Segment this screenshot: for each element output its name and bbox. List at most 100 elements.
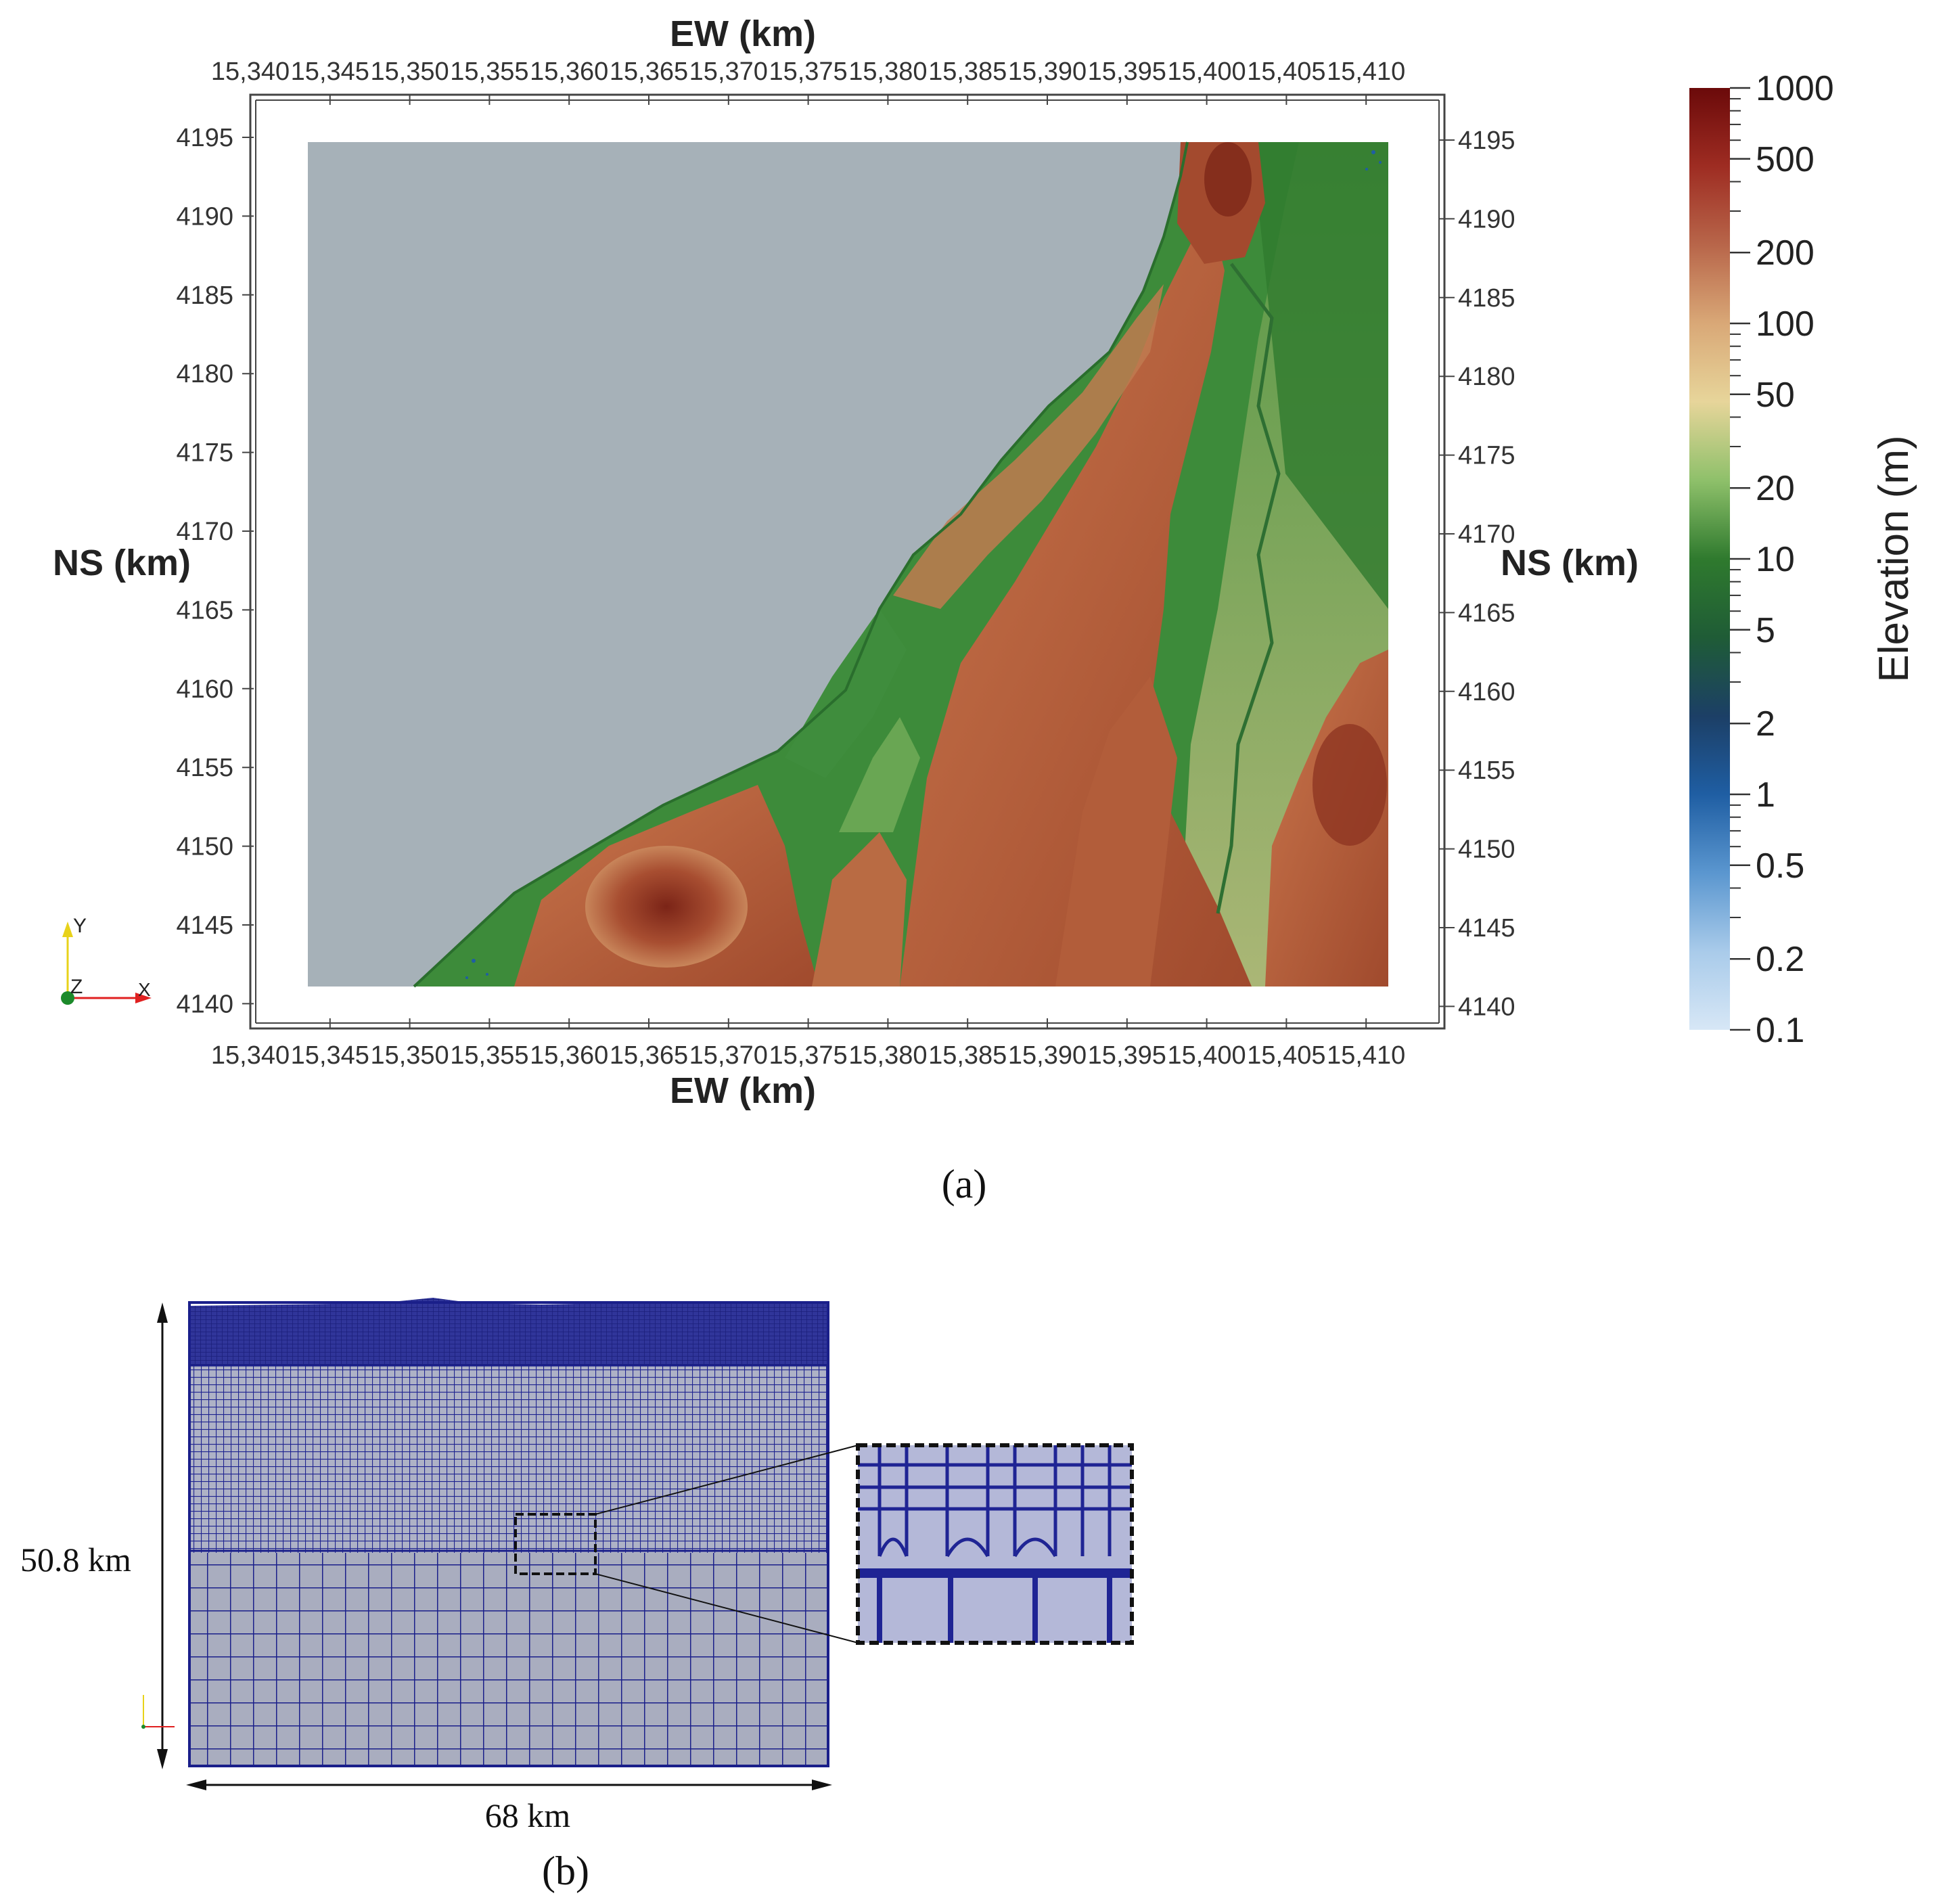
y-ticks-right: 4195 4190 4185 4180 4175 4170 4165 4160 4155 4150… xyxy=(1439,127,1515,1021)
x-tick-label: 15,385 xyxy=(928,58,1007,86)
colorbar-label: 0.2 xyxy=(1756,940,1804,979)
colorbar-label: 100 xyxy=(1756,304,1815,344)
x-tick-label: 15,370 xyxy=(689,1041,768,1070)
colorbar-ticks: 1000 500 200 100 50 20 10 5 2 1 0.5 0.2 0.1 xyxy=(1730,69,1834,1050)
x-tick-label: 15,375 xyxy=(769,1041,847,1070)
y-tick-label: 4185 xyxy=(176,281,233,310)
colorbar-label: 5 xyxy=(1756,611,1775,650)
x-tick-label: 15,365 xyxy=(610,1041,688,1070)
x-tick-label: 15,380 xyxy=(848,1041,927,1070)
colorbar-label: 20 xyxy=(1756,469,1795,508)
x-tick-label: 15,390 xyxy=(1008,1041,1087,1070)
y-tick-label: 4195 xyxy=(176,124,233,152)
zoom-region-marker xyxy=(514,1513,597,1575)
colorbar-label: 10 xyxy=(1756,540,1795,579)
panel-b-caption: (b) xyxy=(542,1849,589,1893)
axis-label-z: Z xyxy=(70,976,83,998)
x-tick-label: 15,360 xyxy=(530,1041,608,1070)
x-ticks-top: 15,340 15,345 15,350 15,355 15,360 15,365 15,3… xyxy=(211,58,1405,105)
y-tick-label: 4165 xyxy=(1458,599,1515,627)
x-tick-label: 15,355 xyxy=(450,58,528,86)
colorbar-label: 1 xyxy=(1756,775,1775,815)
x-tick-label: 15,375 xyxy=(769,58,847,86)
x-tick-label: 15,400 xyxy=(1167,58,1246,86)
x-tick-label: 15,360 xyxy=(530,58,608,86)
width-dimension: 68 km xyxy=(186,1780,832,1834)
mesh-orientation-axes xyxy=(141,1695,175,1729)
axis-title-bottom: EW (km) xyxy=(670,1070,816,1111)
x-tick-label: 15,410 xyxy=(1327,58,1405,86)
map-frame xyxy=(249,93,1446,1030)
x-tick-label: 15,380 xyxy=(848,58,927,86)
mesh-inset xyxy=(856,1443,1134,1645)
x-tick-label: 15,405 xyxy=(1247,1041,1325,1070)
x-tick-label: 15,390 xyxy=(1008,58,1087,86)
x-tick-label: 15,395 xyxy=(1088,58,1166,86)
y-tick-label: 4170 xyxy=(176,518,233,546)
orientation-axes: Y Z X xyxy=(61,915,152,1005)
x-tick-label: 15,355 xyxy=(450,1041,528,1070)
y-tick-label: 4190 xyxy=(1458,205,1515,233)
colorbar-label: 0.5 xyxy=(1756,846,1804,886)
y-ticks-left: 4195 4190 4185 4180 4175 4170 4165 4160 4155 4150… xyxy=(176,124,254,1018)
x-ticks-bottom: 15,340 15,345 15,350 15,355 15,360 15,365 15,3… xyxy=(211,1018,1405,1070)
y-tick-label: 4155 xyxy=(176,754,233,782)
y-tick-label: 4150 xyxy=(176,833,233,861)
y-tick-label: 4175 xyxy=(176,439,233,468)
elevation-map xyxy=(308,141,1388,988)
axis-label-x: X xyxy=(138,979,151,1000)
width-label: 68 km xyxy=(485,1796,571,1834)
river xyxy=(1216,263,1281,914)
y-tick-label: 4175 xyxy=(1458,442,1515,470)
panel-a: 15,340 15,345 15,350 15,355 15,360 15,365 15,3… xyxy=(53,14,1917,1206)
y-tick-label: 4195 xyxy=(1458,127,1515,155)
x-tick-label: 15,405 xyxy=(1247,58,1325,86)
x-tick-label: 15,395 xyxy=(1088,1041,1166,1070)
coarse-mesh xyxy=(189,1549,828,1766)
y-tick-label: 4145 xyxy=(176,911,233,940)
colorbar-label: 0.1 xyxy=(1756,1011,1804,1050)
colorbar-label: 1000 xyxy=(1756,69,1834,108)
axis-title-right: NS (km) xyxy=(1501,543,1639,583)
y-tick-label: 4160 xyxy=(176,675,233,704)
x-tick-label: 15,385 xyxy=(928,1041,1007,1070)
axis-label-y: Y xyxy=(73,915,87,937)
y-tick-label: 4170 xyxy=(1458,520,1515,549)
colorbar-label: 500 xyxy=(1756,140,1815,179)
fine-mesh xyxy=(189,1363,828,1553)
x-tick-label: 15,350 xyxy=(370,58,449,86)
axis-title-left: NS (km) xyxy=(53,543,191,583)
mesh-cross-section xyxy=(188,1298,859,1767)
y-tick-label: 4185 xyxy=(1458,284,1515,313)
y-tick-label: 4165 xyxy=(176,596,233,625)
x-tick-label: 15,350 xyxy=(370,1041,449,1070)
y-tick-label: 4150 xyxy=(1458,836,1515,864)
panel-a-caption: (a) xyxy=(942,1162,987,1206)
colorbar-title: Elevation (m) xyxy=(1871,435,1917,682)
colorbar-label: 2 xyxy=(1756,704,1775,744)
x-tick-label: 15,345 xyxy=(291,1041,369,1070)
y-tick-label: 4180 xyxy=(176,360,233,388)
y-tick-label: 4140 xyxy=(1458,993,1515,1021)
y-tick-label: 4180 xyxy=(1458,363,1515,391)
colorbar-bar xyxy=(1689,88,1730,1030)
y-tick-label: 4155 xyxy=(1458,756,1515,785)
axis-title-top: EW (km) xyxy=(670,14,816,54)
x-tick-label: 15,345 xyxy=(291,58,369,86)
height-label: 50.8 km xyxy=(20,1541,131,1579)
colorbar-label: 50 xyxy=(1756,376,1795,415)
x-tick-label: 15,370 xyxy=(689,58,768,86)
height-dimension: 50.8 km xyxy=(20,1302,168,1769)
z-axis-dot xyxy=(61,991,74,1005)
y-tick-label: 4190 xyxy=(176,202,233,231)
colorbar-label: 200 xyxy=(1756,233,1815,273)
y-tick-label: 4160 xyxy=(1458,678,1515,706)
x-tick-label: 15,340 xyxy=(211,1041,290,1070)
panel-b: 50.8 km 68 km (b) xyxy=(20,1298,1134,1893)
y-tick-label: 4140 xyxy=(176,990,233,1018)
y-tick-label: 4145 xyxy=(1458,914,1515,943)
dense-surface-layer xyxy=(189,1298,828,1365)
x-tick-label: 15,340 xyxy=(211,58,290,86)
x-tick-label: 15,400 xyxy=(1167,1041,1246,1070)
